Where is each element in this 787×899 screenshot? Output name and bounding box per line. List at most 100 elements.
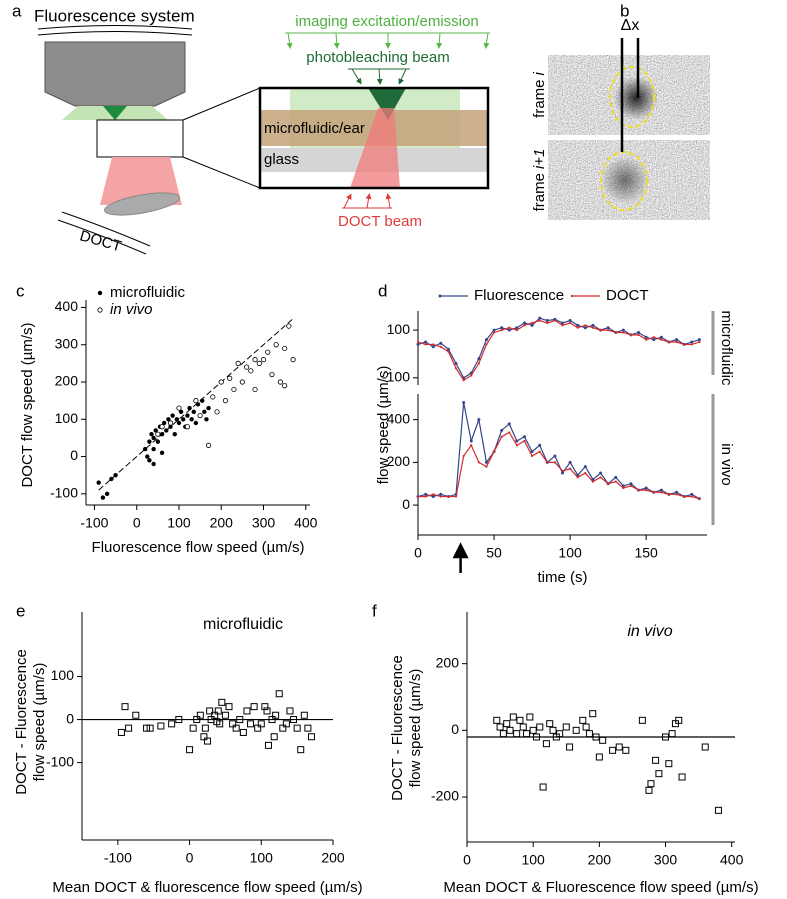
point xyxy=(239,728,247,736)
point xyxy=(503,720,511,728)
point xyxy=(277,379,284,385)
x-tick-label: 150 xyxy=(634,545,658,561)
point xyxy=(599,736,607,744)
legend-label: DOCT xyxy=(606,287,649,304)
y-tick-label: 400 xyxy=(387,410,411,426)
panel-label: e xyxy=(16,601,25,620)
point xyxy=(157,722,165,730)
point xyxy=(256,360,262,366)
frame-label: frame i+1 xyxy=(531,149,548,212)
panel-name: microfluidic xyxy=(718,310,735,386)
point xyxy=(172,431,177,437)
dye-spot xyxy=(601,156,649,204)
x-tick-label: -100 xyxy=(104,850,132,866)
frame-text: frame xyxy=(531,80,548,118)
point xyxy=(665,760,673,768)
point xyxy=(493,716,501,724)
point xyxy=(142,446,148,452)
point xyxy=(159,450,165,456)
point xyxy=(146,724,154,732)
point xyxy=(232,724,240,732)
x-tick-label: 100 xyxy=(167,515,191,531)
point xyxy=(509,713,517,721)
legend-marker xyxy=(97,290,103,296)
point xyxy=(579,716,587,724)
point xyxy=(645,786,653,794)
panel-label: f xyxy=(372,601,377,620)
point xyxy=(205,442,212,448)
frame-index: i+1 xyxy=(531,149,548,169)
point xyxy=(200,398,205,403)
point xyxy=(96,480,101,485)
point xyxy=(526,713,534,721)
point xyxy=(117,728,125,736)
point xyxy=(268,716,276,724)
frame-text: frame xyxy=(531,173,548,211)
sample xyxy=(96,119,184,158)
point xyxy=(257,720,265,728)
point xyxy=(168,720,176,728)
x-tick-label: 0 xyxy=(414,545,422,561)
y-axis-label: flow speed (µm/s) xyxy=(31,663,48,782)
point xyxy=(159,431,165,437)
x-tick-label: 0 xyxy=(463,852,471,868)
x-axis-label: Mean DOCT & fluorescence flow speed (µm/… xyxy=(52,879,362,896)
x-tick-label: 300 xyxy=(654,852,678,868)
system-outline xyxy=(37,25,193,36)
point xyxy=(250,703,258,711)
point xyxy=(263,707,271,715)
point xyxy=(229,720,237,728)
point xyxy=(185,413,190,418)
point xyxy=(113,472,118,478)
point xyxy=(181,417,186,422)
point xyxy=(622,746,630,754)
diagram-title: Fluorescence system xyxy=(34,6,195,25)
y-tick-label: 0 xyxy=(70,447,78,463)
point xyxy=(225,703,233,711)
point xyxy=(155,439,161,444)
bleach-arrows xyxy=(348,68,410,85)
shift-lines xyxy=(620,38,640,152)
point xyxy=(260,357,267,363)
point xyxy=(519,723,527,731)
point xyxy=(218,379,224,385)
point xyxy=(214,409,220,415)
point xyxy=(529,726,537,734)
point xyxy=(104,491,110,497)
series-line xyxy=(416,401,701,501)
point xyxy=(214,707,222,715)
point xyxy=(109,476,114,482)
series-line xyxy=(416,319,701,382)
point xyxy=(147,439,152,444)
point xyxy=(304,724,312,732)
point xyxy=(170,413,175,418)
y-axis-label: DOCT flow speed (µm/s) xyxy=(19,322,36,487)
point xyxy=(272,711,280,719)
point xyxy=(499,730,507,738)
point xyxy=(206,405,211,411)
point xyxy=(546,720,554,728)
point xyxy=(589,710,597,718)
point xyxy=(264,741,272,749)
point xyxy=(244,364,250,370)
point xyxy=(147,458,152,463)
x-tick-label: -100 xyxy=(80,515,108,531)
point xyxy=(300,711,308,719)
point xyxy=(536,723,544,731)
point xyxy=(556,730,564,738)
point xyxy=(562,723,570,731)
x-tick-label: 300 xyxy=(252,515,276,531)
point xyxy=(282,720,290,728)
point xyxy=(189,724,197,732)
point xyxy=(248,368,254,374)
point xyxy=(290,357,296,363)
panel-label: d xyxy=(378,281,387,300)
point xyxy=(236,716,244,724)
point xyxy=(132,711,140,719)
point xyxy=(513,730,521,738)
y-tick-label: -200 xyxy=(431,788,459,804)
chart-title: microfluidic xyxy=(203,616,283,633)
point xyxy=(193,398,199,404)
point xyxy=(201,724,209,732)
